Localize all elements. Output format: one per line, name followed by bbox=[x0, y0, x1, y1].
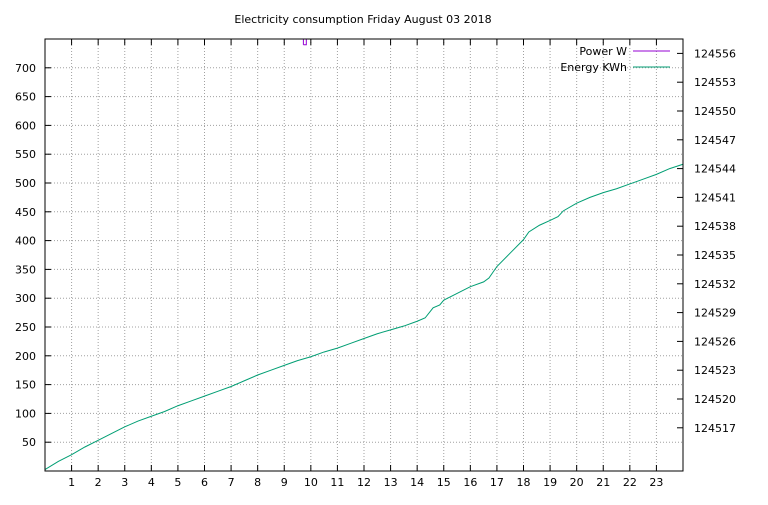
y-left-tick-label: 400 bbox=[15, 235, 36, 248]
x-tick-label: 4 bbox=[148, 476, 155, 489]
x-tick-label: 11 bbox=[330, 476, 344, 489]
x-tick-label: 12 bbox=[357, 476, 371, 489]
y-right-tick-label: 124526 bbox=[694, 335, 736, 348]
x-tick-label: 7 bbox=[228, 476, 235, 489]
y-right-tick-label: 124538 bbox=[694, 220, 736, 233]
legend: Power W Energy KWh bbox=[560, 45, 670, 74]
tick-layer bbox=[45, 39, 683, 471]
y-right-tick-label: 124547 bbox=[694, 134, 736, 147]
x-tick-label: 3 bbox=[121, 476, 128, 489]
legend-label-power-w: Power W bbox=[579, 45, 627, 58]
y-right-tick-label: 124553 bbox=[694, 76, 736, 89]
x-tick-label: 10 bbox=[304, 476, 318, 489]
x-tick-label: 15 bbox=[437, 476, 451, 489]
y-left-tick-label: 100 bbox=[15, 407, 36, 420]
x-tick-label: 5 bbox=[174, 476, 181, 489]
y-left-tick-label: 350 bbox=[15, 263, 36, 276]
x-tick-label: 6 bbox=[201, 476, 208, 489]
y-left-tick-label: 50 bbox=[22, 436, 36, 449]
y-right-tick-label: 124535 bbox=[694, 249, 736, 262]
x-tick-label: 17 bbox=[490, 476, 504, 489]
y-left-tick-label: 300 bbox=[15, 292, 36, 305]
series-power-w-line bbox=[302, 38, 307, 46]
y-left-tick-label: 250 bbox=[15, 321, 36, 334]
x-tick-label: 2 bbox=[95, 476, 102, 489]
y-right-tick-label: 124550 bbox=[694, 105, 736, 118]
y-right-tick-label: 124529 bbox=[694, 307, 736, 320]
y-right-tick-label: 124532 bbox=[694, 278, 736, 291]
x-tick-label: 14 bbox=[410, 476, 424, 489]
x-tick-label: 9 bbox=[281, 476, 288, 489]
x-tick-label: 1 bbox=[68, 476, 75, 489]
grid bbox=[45, 39, 683, 471]
x-tick-label: 21 bbox=[596, 476, 610, 489]
y-right-tick-label: 124517 bbox=[694, 422, 736, 435]
y-left-tick-label: 650 bbox=[15, 91, 36, 104]
legend-label-energy-kwh: Energy KWh bbox=[560, 61, 627, 74]
y-left-tick-label: 200 bbox=[15, 350, 36, 363]
x-tick-label: 23 bbox=[649, 476, 663, 489]
series-layer bbox=[44, 38, 684, 470]
x-tick-label: 20 bbox=[570, 476, 584, 489]
y-left-tick-label: 700 bbox=[15, 62, 36, 75]
y-left-tick-label: 150 bbox=[15, 379, 36, 392]
x-tick-label: 18 bbox=[517, 476, 531, 489]
x-tick-label: 19 bbox=[543, 476, 557, 489]
y-left-tick-label: 550 bbox=[15, 148, 36, 161]
y-right-tick-label: 124523 bbox=[694, 364, 736, 377]
x-tick-label: 13 bbox=[384, 476, 398, 489]
y-left-tick-label: 600 bbox=[15, 119, 36, 132]
tick-labels: 1 2 3 4 5 6 7 8 9 10 11 12 13 14 15 16 17 18 19 20 21 22 23501… bbox=[15, 47, 736, 489]
y-right-tick-label: 124544 bbox=[694, 163, 736, 176]
x-tick-label: 8 bbox=[254, 476, 261, 489]
y-right-tick-label: 124541 bbox=[694, 191, 736, 204]
series-energy-kwh-line bbox=[44, 163, 684, 470]
y-left-tick-label: 500 bbox=[15, 177, 36, 190]
y-right-tick-label: 124520 bbox=[694, 393, 736, 406]
x-tick-label: 22 bbox=[623, 476, 637, 489]
chart-title: Electricity consumption Friday August 03… bbox=[234, 13, 491, 26]
y-right-tick-label: 124556 bbox=[694, 47, 736, 60]
y-left-tick-label: 450 bbox=[15, 206, 36, 219]
x-tick-label: 16 bbox=[463, 476, 477, 489]
